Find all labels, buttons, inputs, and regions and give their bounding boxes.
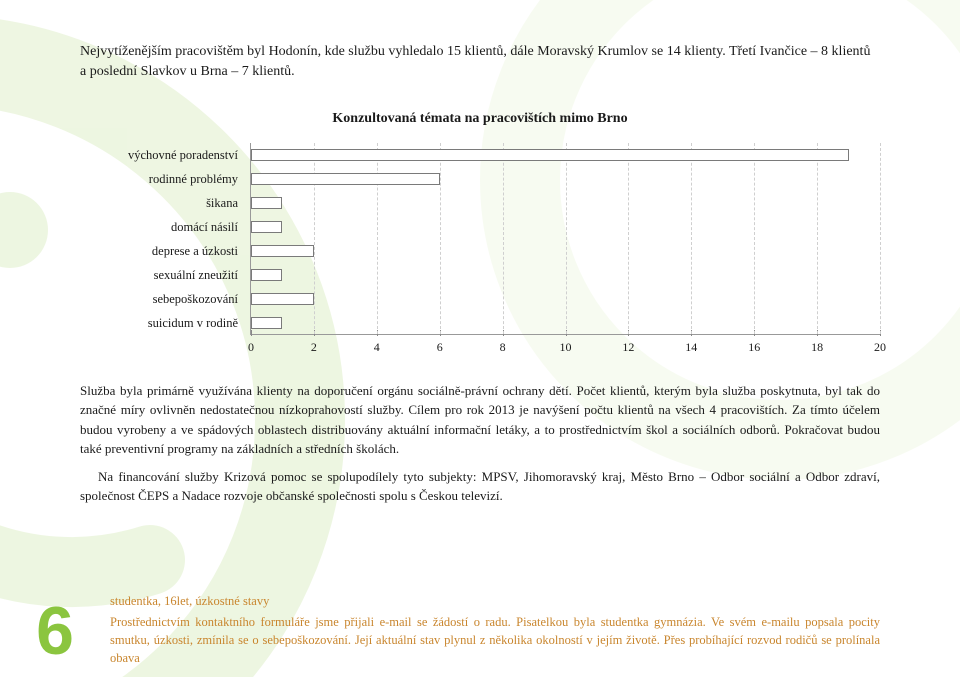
chart-ylabel: rodinné problémy [80, 167, 238, 191]
chart-gridline [691, 143, 692, 334]
chart-ylabels: výchovné poradenstvírodinné problémyšika… [80, 143, 250, 335]
intro-paragraph: Nejvytíženějším pracovištěm byl Hodonín,… [80, 42, 880, 83]
chart-xtick: 0 [248, 340, 254, 355]
chart-title: Konzultovaná témata na pracovištích mimo… [80, 111, 880, 127]
chart-gridline [754, 143, 755, 334]
chart-xtick: 8 [500, 340, 506, 355]
chart-gridline [377, 143, 378, 334]
chart-bar [251, 269, 282, 281]
chart-gridline [628, 143, 629, 334]
chart-xtick: 12 [622, 340, 634, 355]
chart-ylabel: výchovné poradenství [80, 143, 238, 167]
chart-xtick: 10 [560, 340, 572, 355]
footer-body: Prostřednictvím kontaktního formuláře js… [110, 613, 880, 667]
chart: výchovné poradenstvírodinné problémyšika… [80, 143, 880, 335]
chart-plot: 02468101214161820 [250, 143, 880, 335]
chart-xtick: 14 [685, 340, 697, 355]
chart-bar [251, 245, 314, 257]
chart-bar [251, 149, 849, 161]
footer: 6 studentka, 16let, úzkostné stavy Prost… [0, 594, 960, 667]
chart-gridline [503, 143, 504, 334]
page-number: 6 [0, 597, 110, 667]
chart-bar [251, 317, 282, 329]
chart-gridline [440, 143, 441, 334]
chart-xtick: 20 [874, 340, 886, 355]
chart-ylabel: šikana [80, 191, 238, 215]
chart-ylabel: suicidum v rodině [80, 311, 238, 335]
chart-ylabel: domácí násilí [80, 215, 238, 239]
chart-bar [251, 173, 440, 185]
chart-xtick: 16 [748, 340, 760, 355]
footer-text: studentka, 16let, úzkostné stavy Prostře… [110, 594, 880, 667]
chart-bar [251, 197, 282, 209]
chart-xtick: 6 [437, 340, 443, 355]
body-text: Služba byla primárně využívána klienty n… [80, 381, 880, 506]
chart-gridline [314, 143, 315, 334]
chart-xtick: 18 [811, 340, 823, 355]
body-p1: Služba byla primárně využívána klienty n… [80, 381, 880, 459]
chart-xtick: 4 [374, 340, 380, 355]
chart-bar [251, 221, 282, 233]
chart-gridline [817, 143, 818, 334]
chart-ylabel: deprese a úzkosti [80, 239, 238, 263]
chart-xaxis: 02468101214161820 [251, 336, 880, 356]
chart-bar [251, 293, 314, 305]
chart-gridline [566, 143, 567, 334]
body-p2: Na financování služby Krizová pomoc se s… [80, 467, 880, 506]
chart-gridline [880, 143, 881, 334]
chart-ylabel: sexuální zneužití [80, 263, 238, 287]
footer-subtitle: studentka, 16let, úzkostné stavy [110, 594, 880, 609]
chart-ylabel: sebepoškozování [80, 287, 238, 311]
chart-xtick: 2 [311, 340, 317, 355]
